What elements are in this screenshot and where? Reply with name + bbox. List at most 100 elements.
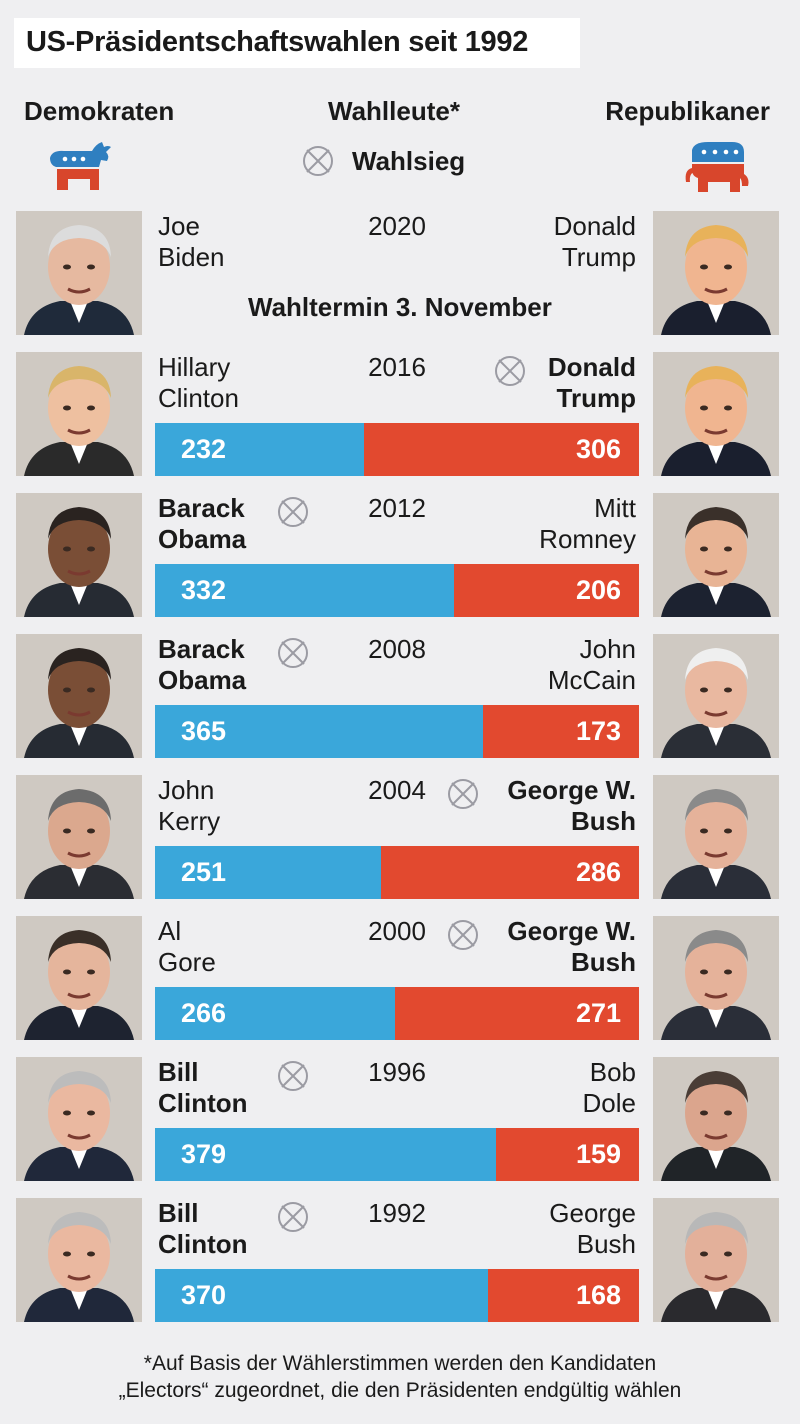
republican-portrait bbox=[653, 352, 779, 476]
democrat-electors-bar: 370 bbox=[155, 1269, 488, 1322]
republican-electors-bar: 271 bbox=[395, 987, 639, 1040]
democrat-electors-bar: 266 bbox=[155, 987, 395, 1040]
electors-bar: 266 271 bbox=[155, 987, 639, 1040]
name-line: Gore bbox=[158, 947, 216, 977]
republican-electors-label: 173 bbox=[575, 716, 621, 746]
republican-candidate-name: George Bush bbox=[549, 1198, 636, 1260]
electors-bar: 251 286 bbox=[155, 846, 639, 899]
electors-bar: 370 168 bbox=[155, 1269, 639, 1322]
republican-electors-label: 206 bbox=[575, 575, 621, 605]
democrat-electors-bar: 251 bbox=[155, 846, 381, 899]
name-line: Trump bbox=[556, 383, 636, 413]
election-year: 1996 bbox=[368, 1057, 426, 1087]
name-line: Hillary bbox=[158, 352, 231, 382]
republican-electors-label: 271 bbox=[575, 998, 621, 1028]
republican-portrait bbox=[653, 493, 779, 617]
win-marker-icon bbox=[448, 920, 478, 950]
democrat-portrait bbox=[16, 1198, 142, 1322]
republican-electors-bar: 168 bbox=[488, 1269, 639, 1322]
election-row: Al Gore George W. Bush 2000 266 271 bbox=[0, 916, 800, 1046]
election-year: 2012 bbox=[368, 493, 426, 523]
name-line: Barack bbox=[158, 634, 245, 664]
republican-candidate-name: Mitt Romney bbox=[539, 493, 636, 555]
name-line: Clinton bbox=[158, 1088, 248, 1118]
name-line: George W. bbox=[507, 775, 636, 805]
election-year: 2000 bbox=[368, 916, 426, 946]
win-marker-icon bbox=[278, 497, 308, 527]
democrat-candidate-name: Bill Clinton bbox=[158, 1198, 248, 1260]
democrat-portrait bbox=[16, 493, 142, 617]
name-line: Bush bbox=[576, 1229, 636, 1259]
republican-candidate-name: Donald Trump bbox=[554, 211, 636, 273]
page-title: US-Präsidentschaftswahlen seit 1992 bbox=[26, 26, 529, 58]
democrat-candidate-name: Barack Obama bbox=[158, 493, 246, 555]
name-line: Donald bbox=[547, 352, 636, 382]
name-line: Trump bbox=[561, 242, 636, 272]
republican-electors-bar: 206 bbox=[454, 564, 639, 617]
win-marker-icon bbox=[278, 638, 308, 668]
name-line: John bbox=[579, 634, 636, 664]
name-line: Bob bbox=[589, 1057, 636, 1087]
republican-portrait bbox=[653, 775, 779, 899]
democrat-portrait bbox=[16, 775, 142, 899]
election-row: Bill Clinton George Bush 1992 370 168 bbox=[0, 1198, 800, 1328]
democrat-candidate-name: Al Gore bbox=[158, 916, 216, 978]
election-row: Bill Clinton Bob Dole 1996 379 159 bbox=[0, 1057, 800, 1187]
republican-electors-bar: 159 bbox=[496, 1128, 639, 1181]
democrat-candidate-name: Barack Obama bbox=[158, 634, 246, 696]
democrat-electors-label: 370 bbox=[181, 1280, 227, 1310]
democrat-candidate-name: Bill Clinton bbox=[158, 1057, 248, 1119]
democrat-candidate-name: Joe Biden bbox=[158, 211, 225, 273]
win-marker-icon bbox=[495, 356, 525, 386]
republican-portrait bbox=[653, 211, 779, 335]
election-row: Barack Obama John McCain 2008 365 173 bbox=[0, 634, 800, 764]
name-line: Bill bbox=[158, 1198, 199, 1228]
democrat-portrait bbox=[16, 211, 142, 335]
republican-candidate-name: George W. Bush bbox=[507, 775, 636, 837]
democrats-header: Demokraten bbox=[24, 96, 175, 126]
democrat-electors-bar: 365 bbox=[155, 705, 483, 758]
election-row: Joe Biden Donald Trump 2020 bbox=[0, 211, 800, 341]
name-line: Bush bbox=[571, 947, 636, 977]
republican-electors-label: 286 bbox=[575, 857, 621, 887]
name-line: Clinton bbox=[158, 1229, 248, 1259]
footnote: *Auf Basis der Wählerstimmen werden den … bbox=[0, 1350, 800, 1404]
election-year: 2016 bbox=[368, 352, 426, 382]
democrat-electors-bar: 332 bbox=[155, 564, 454, 617]
democrat-electors-bar: 232 bbox=[155, 423, 364, 476]
name-line: Obama bbox=[158, 524, 247, 554]
name-line: Clinton bbox=[158, 383, 239, 413]
republican-candidate-name: Bob Dole bbox=[583, 1057, 636, 1119]
name-line: Kerry bbox=[158, 806, 221, 836]
democrat-electors-label: 266 bbox=[181, 998, 227, 1028]
elephant-icon bbox=[685, 142, 749, 192]
republican-electors-bar: 286 bbox=[381, 846, 639, 899]
name-line: Al bbox=[158, 916, 182, 946]
republicans-header: Republikaner bbox=[605, 96, 770, 126]
republican-electors-bar: 173 bbox=[483, 705, 639, 758]
democrat-candidate-name: Hillary Clinton bbox=[158, 352, 239, 414]
win-marker-icon bbox=[448, 779, 478, 809]
democrat-candidate-name: John Kerry bbox=[158, 775, 220, 837]
democrat-portrait bbox=[16, 1057, 142, 1181]
name-line: Bill bbox=[158, 1057, 199, 1087]
name-line: Joe bbox=[158, 211, 200, 241]
donkey-icon bbox=[50, 142, 111, 190]
republican-electors-label: 159 bbox=[575, 1139, 621, 1169]
republican-portrait bbox=[653, 1057, 779, 1181]
electors-bar: 365 173 bbox=[155, 705, 639, 758]
name-line: Romney bbox=[539, 524, 636, 554]
democrat-electors-label: 365 bbox=[181, 716, 227, 746]
election-year: 2004 bbox=[368, 775, 426, 805]
win-legend: Wahlsieg bbox=[352, 146, 466, 176]
election-year: 2008 bbox=[368, 634, 426, 664]
democrat-electors-bar: 379 bbox=[155, 1128, 496, 1181]
election-row: Hillary Clinton Donald Trump 2016 232 306 bbox=[0, 352, 800, 482]
democrat-electors-label: 379 bbox=[181, 1139, 227, 1169]
republican-portrait bbox=[653, 1198, 779, 1322]
republican-candidate-name: George W. Bush bbox=[507, 916, 636, 978]
name-line: McCain bbox=[547, 665, 636, 695]
republican-electors-bar: 306 bbox=[364, 423, 639, 476]
democrat-electors-label: 332 bbox=[181, 575, 227, 605]
electors-header: Wahlleute* bbox=[328, 96, 460, 126]
